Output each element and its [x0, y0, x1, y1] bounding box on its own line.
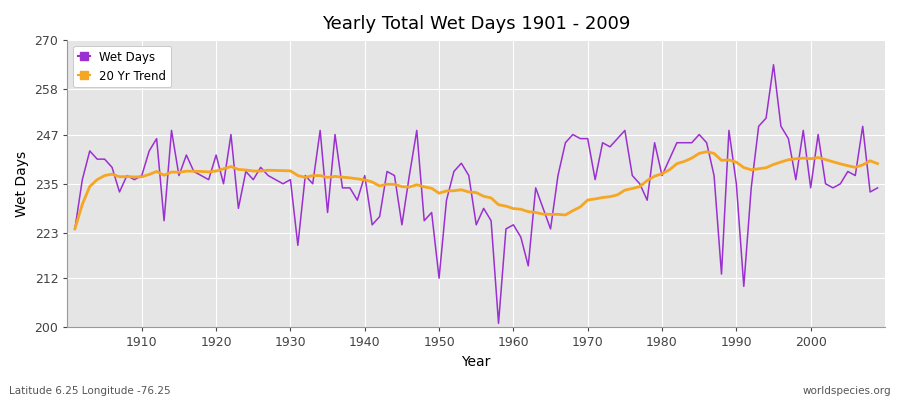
Text: Latitude 6.25 Longitude -76.25: Latitude 6.25 Longitude -76.25 [9, 386, 171, 396]
X-axis label: Year: Year [462, 355, 490, 369]
Text: worldspecies.org: worldspecies.org [803, 386, 891, 396]
Y-axis label: Wet Days: Wet Days [15, 151, 29, 217]
Legend: Wet Days, 20 Yr Trend: Wet Days, 20 Yr Trend [74, 46, 171, 87]
Title: Yearly Total Wet Days 1901 - 2009: Yearly Total Wet Days 1901 - 2009 [322, 15, 630, 33]
